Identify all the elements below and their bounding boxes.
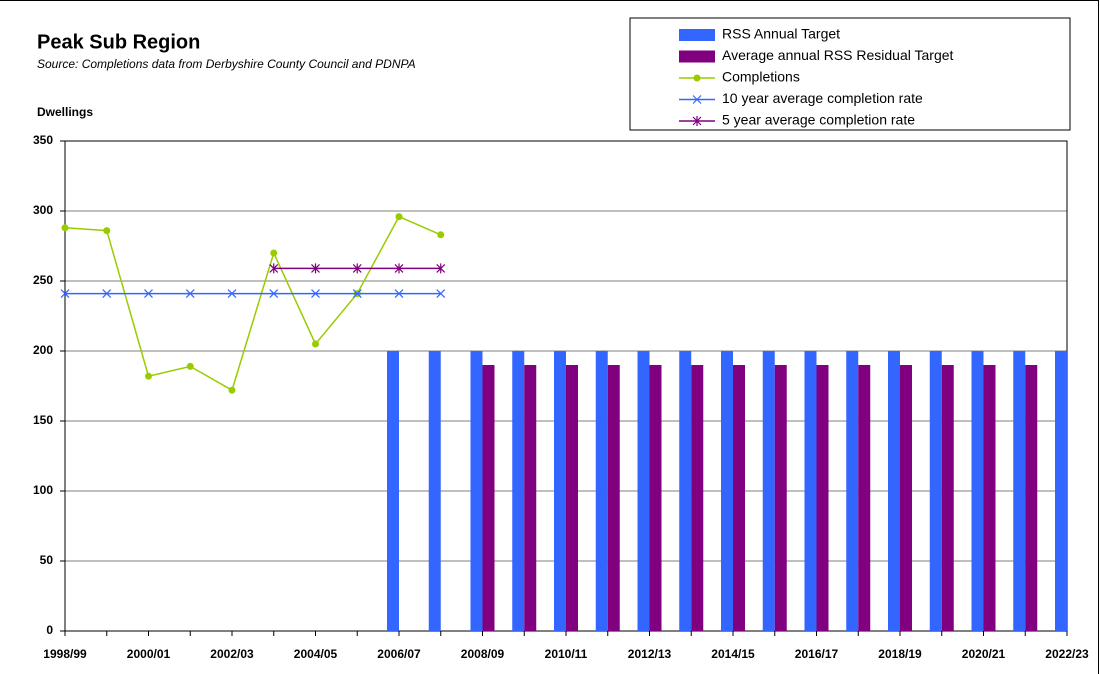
marker: [436, 263, 446, 274]
bar: [846, 351, 859, 631]
y-tick-label: 200: [33, 343, 53, 357]
bar: [482, 365, 495, 631]
bar: [804, 351, 817, 631]
marker: [269, 289, 279, 299]
marker: [437, 231, 445, 239]
x-tick-label: 2008/09: [461, 647, 505, 661]
x-tick-label: 2004/05: [294, 647, 338, 661]
bar: [428, 351, 441, 631]
series: [269, 263, 446, 274]
bar: [900, 365, 912, 631]
marker: [692, 95, 702, 104]
chart-title: Peak Sub Region: [37, 31, 200, 53]
x-tick-label: 2018/19: [878, 647, 922, 661]
bar: [691, 365, 704, 631]
legend: RSS Annual Target Average annual RSS Resi…: [629, 17, 1071, 131]
bar: [637, 351, 650, 631]
line: [64, 215, 442, 392]
marker: [145, 372, 152, 380]
bar: [858, 365, 871, 631]
y-tick-label: 350: [33, 133, 53, 147]
marker: [693, 74, 701, 82]
legend-label: 5 year average completion rate: [722, 112, 915, 128]
bar: [566, 365, 578, 631]
bar: [733, 365, 745, 631]
chart-subtitle: Source: Completions data from Derbyshire…: [37, 57, 416, 71]
bar: [607, 365, 620, 631]
bar: [512, 351, 525, 631]
x-tick-label: 2006/07: [377, 647, 421, 661]
marker: [312, 340, 319, 348]
marker: [227, 289, 237, 299]
marker: [692, 116, 702, 126]
bar: [721, 351, 733, 631]
bar: [941, 365, 954, 631]
x-tick-label: 2014/15: [711, 647, 755, 661]
marker: [228, 386, 236, 394]
y-tick-label: 250: [33, 273, 53, 287]
legend-label: Completions: [722, 69, 800, 85]
marker: [103, 227, 111, 235]
marker: [185, 289, 195, 299]
x-tick-label: 2010/11: [545, 647, 588, 661]
bar: [524, 365, 537, 631]
marker: [269, 263, 279, 274]
marker: [144, 289, 153, 299]
y-tick-label: 300: [33, 203, 53, 217]
y-tick-label: 100: [33, 483, 53, 497]
y-axis-label: Dwellings: [37, 105, 93, 119]
legend-label: Average annual RSS Residual Target: [722, 47, 954, 63]
bar: [983, 365, 996, 631]
marker: [394, 263, 404, 274]
bar: [554, 351, 566, 631]
marker: [186, 362, 194, 370]
bar: [971, 351, 984, 631]
y-tick-label: 0: [46, 623, 53, 637]
legend-label: RSS Annual Target: [722, 26, 840, 42]
series: [60, 289, 446, 299]
legend-swatch: [679, 50, 715, 63]
bar: [929, 351, 942, 631]
x-tick-label: 2020/21: [962, 647, 1006, 661]
bar: [816, 365, 829, 631]
x-tick-label: 2002/03: [210, 647, 254, 661]
legend-swatch: [679, 29, 715, 41]
marker: [311, 263, 320, 274]
bar: [1025, 365, 1038, 631]
marker: [61, 224, 69, 232]
bar: [888, 351, 900, 631]
marker: [102, 289, 112, 299]
bar: [470, 351, 483, 631]
marker: [436, 289, 446, 299]
marker: [60, 289, 70, 299]
x-tick-label: 2016/17: [795, 647, 839, 661]
marker: [395, 213, 403, 221]
bar: [1055, 351, 1067, 631]
x-tick-label: 2000/01: [127, 647, 171, 661]
marker: [394, 289, 404, 299]
marker: [311, 289, 320, 299]
bar: [774, 365, 787, 631]
x-tick-label: 2022/23: [1045, 647, 1089, 661]
marker: [270, 249, 278, 257]
bar: [595, 351, 608, 631]
marker: [352, 263, 362, 274]
bar: [762, 351, 775, 631]
x-tick-label: 2012/13: [628, 647, 672, 661]
marker: [352, 289, 362, 299]
bar: [387, 351, 399, 631]
y-tick-label: 50: [40, 553, 54, 567]
y-tick-label: 150: [33, 413, 53, 427]
bar: [679, 351, 692, 631]
bar: [1013, 351, 1026, 631]
x-tick-label: 1998/99: [43, 647, 87, 661]
bar: [649, 365, 662, 631]
legend-label: 10 year average completion rate: [722, 90, 923, 106]
